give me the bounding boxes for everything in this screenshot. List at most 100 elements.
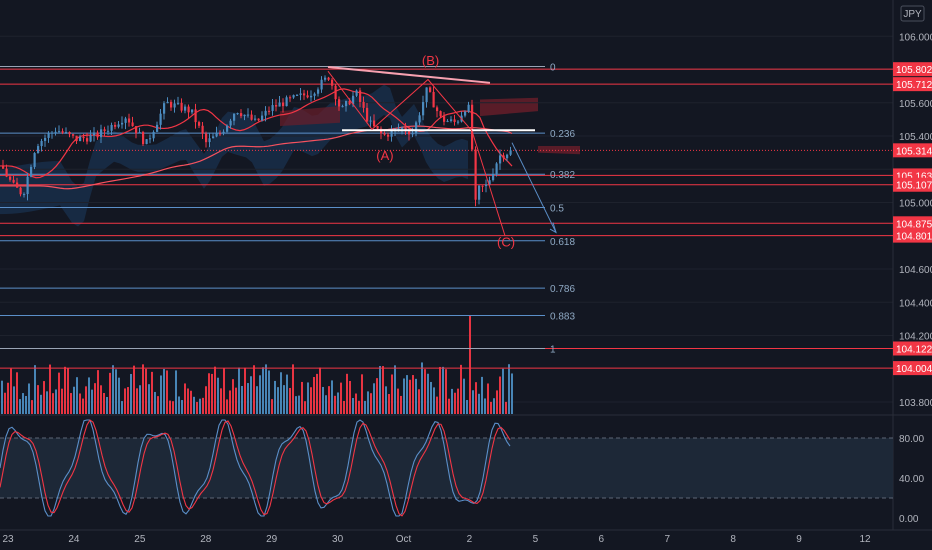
candle-body <box>243 114 246 117</box>
candle-body <box>61 131 64 133</box>
volume-bar <box>490 401 492 414</box>
candle-body <box>348 101 351 105</box>
candle-body <box>194 109 197 123</box>
volume-bar <box>31 400 33 414</box>
time-axis[interactable]: 23 24 25 28 29 30 Oct 2 5 6 7 8 9 12 <box>2 534 871 545</box>
candle-body <box>240 113 243 117</box>
volume-bar <box>154 391 156 414</box>
candle-body <box>100 129 103 138</box>
volume-bar <box>142 364 144 414</box>
wave-label: (A) <box>376 148 393 163</box>
candle-body <box>75 135 78 142</box>
candle-body <box>93 132 96 136</box>
volume-bar <box>364 400 366 414</box>
price-level-tag <box>893 228 932 243</box>
volume-bar <box>148 384 150 414</box>
candle-body <box>145 139 148 145</box>
volume-bar <box>124 388 126 414</box>
volume-bar <box>76 377 78 414</box>
candle-body <box>30 166 33 177</box>
volume-bar <box>385 386 387 414</box>
currency-badge[interactable]: JPY <box>900 5 925 22</box>
volume-bar <box>235 387 237 414</box>
volume-bar <box>232 379 234 414</box>
volume-bar <box>145 368 147 414</box>
volume-bar <box>280 372 282 414</box>
candle-body <box>450 119 453 121</box>
candle-body <box>89 135 92 142</box>
candle-body <box>16 182 19 188</box>
price-level-label: 104.004 <box>896 364 932 375</box>
candle-body <box>376 125 379 129</box>
candle-body <box>408 131 411 135</box>
volume-bar <box>166 370 168 414</box>
candle-body <box>436 107 439 112</box>
candle-body <box>310 95 313 98</box>
volume-bar <box>139 385 141 414</box>
candle-body <box>317 89 320 94</box>
candle-body <box>264 110 267 116</box>
candle-body <box>205 133 208 143</box>
candle-body <box>23 194 26 196</box>
candle-body <box>110 124 113 131</box>
candle-body <box>478 185 481 200</box>
volume-bar <box>370 393 372 414</box>
candle-body <box>292 95 295 98</box>
price-level-tag <box>893 143 932 158</box>
currency-badge-box <box>900 5 925 22</box>
candle-body <box>54 131 57 133</box>
candle-body <box>187 106 190 113</box>
volume-bar <box>373 383 375 414</box>
volume-bar <box>460 364 462 414</box>
volume-bar <box>445 369 447 414</box>
candle-body <box>362 101 365 108</box>
volume-bar <box>25 395 27 414</box>
candle-body <box>215 133 218 137</box>
candle-body <box>492 174 495 181</box>
volume-bar <box>472 390 474 414</box>
wave-path <box>327 70 506 236</box>
candle-body <box>275 105 278 107</box>
volume-bar <box>328 386 330 414</box>
candle-body <box>464 111 467 116</box>
candle-body <box>271 105 274 111</box>
volume-bar <box>274 380 276 414</box>
candle-body <box>236 113 239 115</box>
volume-bar <box>223 368 225 414</box>
volume-bar <box>91 389 93 414</box>
trend-drawings <box>327 66 557 236</box>
volume-bar <box>208 373 210 414</box>
price-tick-label: 104.600 <box>899 265 932 276</box>
volume-bar <box>1 380 3 414</box>
candle-body <box>26 176 29 195</box>
candle-body <box>9 176 12 180</box>
candle-body <box>68 132 71 135</box>
volume-bar <box>97 370 99 414</box>
volume-bar <box>466 400 468 414</box>
candle-body <box>327 77 330 80</box>
volume-bar <box>454 392 456 414</box>
volume-bar <box>37 385 39 414</box>
candle-body <box>411 133 414 135</box>
volume-bar <box>271 399 273 414</box>
volume-bar <box>499 376 501 414</box>
volume-bar <box>127 387 129 414</box>
volume-bar <box>196 401 198 414</box>
candle-body <box>338 99 341 107</box>
candle-body <box>506 154 509 159</box>
volume-bar <box>268 370 270 414</box>
volume-bar <box>16 372 18 414</box>
volume-bar <box>169 400 171 414</box>
candle-body <box>40 140 43 147</box>
candle-body <box>261 115 264 121</box>
price-tick-label: 105.000 <box>899 199 932 210</box>
volume-bar <box>313 377 315 414</box>
volume-bar <box>418 389 420 414</box>
time-tick-label: 12 <box>859 534 871 545</box>
price-level-label: 105.712 <box>896 80 932 91</box>
volume-bar <box>301 381 303 414</box>
time-tick-label: 30 <box>332 534 344 545</box>
volume-bar <box>343 400 345 414</box>
